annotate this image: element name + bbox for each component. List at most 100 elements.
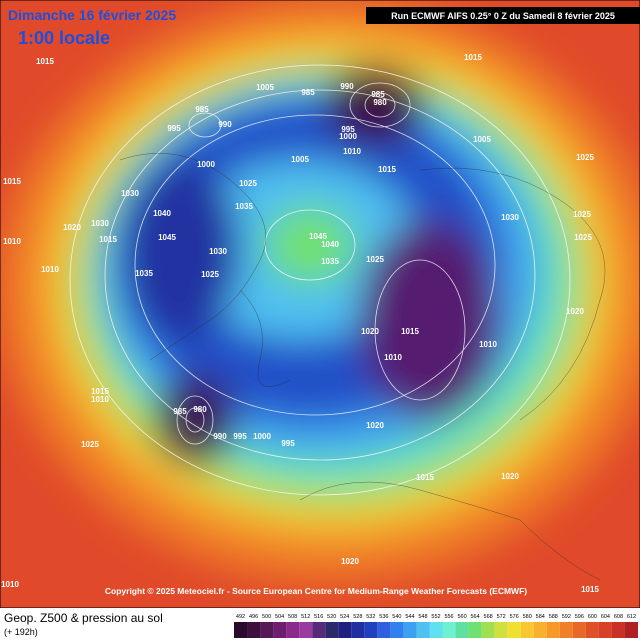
colorbar-label: 532 xyxy=(366,614,375,620)
isobar-label: 985 xyxy=(301,88,315,97)
isobar-label: 1010 xyxy=(343,147,361,156)
colorbar-label: 492 xyxy=(236,614,245,620)
isobar-label: 1030 xyxy=(91,219,109,228)
colorbar-swatch xyxy=(299,622,313,638)
colorbar-label: 584 xyxy=(536,614,545,620)
field-name: Geop. Z500 & pression au sol xyxy=(4,611,163,625)
isobar-label: 1020 xyxy=(361,327,379,336)
colorbar-label: 600 xyxy=(588,614,597,620)
isobar-label: 1015 xyxy=(464,53,482,62)
isobars xyxy=(69,64,571,496)
isobar-label: 1040 xyxy=(321,240,339,249)
run-box xyxy=(366,7,640,24)
colorbar-swatch xyxy=(247,622,261,638)
colorbar-swatch xyxy=(468,622,482,638)
isobar-label: 995 xyxy=(233,432,247,441)
isobar-label: 1025 xyxy=(574,233,592,242)
isobar-label: 1010 xyxy=(91,395,109,404)
colorbar-swatch xyxy=(286,622,300,638)
colorbar-label: 604 xyxy=(601,614,610,620)
isobar-label: 1005 xyxy=(473,135,491,144)
isobar-label: 1030 xyxy=(121,189,139,198)
isobar-label: 1020 xyxy=(63,223,81,232)
colorbar-label: 500 xyxy=(262,614,271,620)
colorbar-label: 544 xyxy=(405,614,414,620)
isobar-label: 1005 xyxy=(256,83,274,92)
isobar-label: 1010 xyxy=(3,237,21,246)
colorbar-label: 588 xyxy=(549,614,558,620)
colorbar-swatch xyxy=(585,622,599,638)
colorbar-label: 496 xyxy=(249,614,258,620)
colorbar-swatch xyxy=(455,622,469,638)
copyright: Copyright © 2025 Meteociel.fr - Source E… xyxy=(105,586,527,596)
run-info: Run ECMWF AIFS 0.25° 0 Z du Samedi 8 fév… xyxy=(391,11,615,21)
colorbar-swatch xyxy=(234,622,248,638)
colorbar-swatch xyxy=(533,622,547,638)
colorbar-swatch xyxy=(351,622,365,638)
isobar-label: 1015 xyxy=(581,585,599,594)
date-title: Dimanche 16 février 2025 xyxy=(8,7,176,23)
colorbar-swatch xyxy=(390,622,404,638)
colorbar-label: 560 xyxy=(457,614,466,620)
colorbar-label: 576 xyxy=(510,614,519,620)
colorbar-swatch xyxy=(260,622,274,638)
isobar-label: 1020 xyxy=(366,421,384,430)
colorbar-swatch xyxy=(377,622,391,638)
colorbar-label: 540 xyxy=(392,614,401,620)
colorbar-swatch xyxy=(546,622,560,638)
isobar-label: 1000 xyxy=(339,132,357,141)
isobar-label: 1020 xyxy=(501,472,519,481)
colorbar-label: 512 xyxy=(301,614,310,620)
isobar-label: 1000 xyxy=(253,432,271,441)
colorbar-swatch xyxy=(338,622,352,638)
colorbar-label: 556 xyxy=(444,614,453,620)
isobar-label: 1015 xyxy=(36,57,54,66)
coastlines xyxy=(119,153,606,581)
isobar-label: 995 xyxy=(341,125,355,134)
colorbar-swatch xyxy=(624,622,638,638)
isobar-label: 1035 xyxy=(321,257,339,266)
local-time: 1:00 locale xyxy=(18,28,110,48)
colorbar-label: 608 xyxy=(614,614,623,620)
colorbar-swatch xyxy=(481,622,495,638)
isobar-label: 990 xyxy=(340,82,354,91)
colorbar-swatch xyxy=(325,622,339,638)
isobar-label: 1025 xyxy=(576,153,594,162)
isobar-label: 1015 xyxy=(99,235,117,244)
colorbar-label: 612 xyxy=(627,614,636,620)
isobar-label: 1015 xyxy=(401,327,419,336)
colorbar-swatch xyxy=(403,622,417,638)
colorbar-label: 520 xyxy=(327,614,336,620)
colorbar-label: 524 xyxy=(340,614,349,620)
isobar-label: 1035 xyxy=(135,269,153,278)
isobar-label: 985 xyxy=(195,105,209,114)
isobar-label: 1030 xyxy=(501,213,519,222)
colorbar-swatch xyxy=(598,622,612,638)
colorbar-label: 548 xyxy=(418,614,427,620)
colorbar-label: 528 xyxy=(353,614,362,620)
colorbar-swatch xyxy=(364,622,378,638)
isobar-label: 995 xyxy=(167,124,181,133)
isobar-label: 1025 xyxy=(366,255,384,264)
lead-time: (+ 192h) xyxy=(4,627,38,637)
isobar-label: 1025 xyxy=(81,440,99,449)
colorbar-swatch xyxy=(520,622,534,638)
isobar-label: 1020 xyxy=(566,307,584,316)
isobar-label: 1025 xyxy=(239,179,257,188)
colorbar-label: 508 xyxy=(288,614,297,620)
isobar-label: 1015 xyxy=(3,177,21,186)
isobar-label: 1045 xyxy=(309,232,327,241)
colorbar-swatch xyxy=(611,622,625,638)
isobar-label: 1045 xyxy=(158,233,176,242)
isobar-label: 1035 xyxy=(235,202,253,211)
isobar-label: 980 xyxy=(193,405,207,414)
colorbar-swatch xyxy=(494,622,508,638)
isobar-label: 1015 xyxy=(378,165,396,174)
isobar-label: 1010 xyxy=(479,340,497,349)
colorbar-label: 564 xyxy=(471,614,480,620)
colorbar-swatch xyxy=(507,622,521,638)
isobar-label: 985 xyxy=(173,407,187,416)
